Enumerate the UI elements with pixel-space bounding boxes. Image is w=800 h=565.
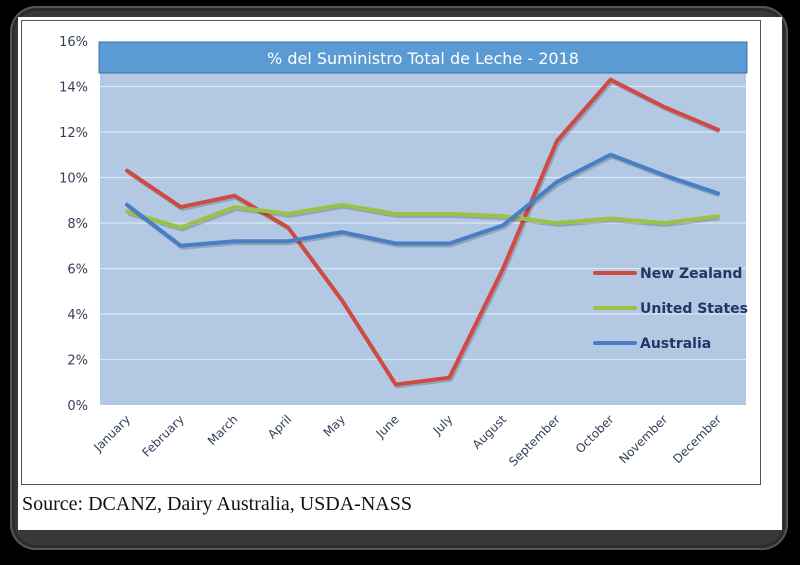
- source-caption: Source: DCANZ, Dairy Australia, USDA-NAS…: [22, 493, 412, 515]
- gridlines: [100, 85, 746, 361]
- legend-label: New Zealand: [640, 266, 742, 282]
- chart-title-banner: [98, 41, 748, 74]
- series-line-united-states: [125, 202, 720, 230]
- y-tick-label: 4%: [67, 308, 88, 323]
- y-tick-label: 0%: [67, 399, 88, 414]
- x-tick-label: January: [90, 412, 133, 455]
- y-tick-label: 8%: [67, 217, 88, 232]
- x-tick-label: April: [265, 412, 294, 441]
- legend-label: Australia: [640, 336, 711, 352]
- x-tick-label: September: [506, 412, 563, 469]
- x-tick-label: December: [670, 412, 724, 466]
- x-tick-label: May: [321, 412, 348, 439]
- series-line-new-zealand: [125, 77, 720, 387]
- series-lines: [125, 77, 721, 389]
- legend-label: United States: [640, 301, 748, 317]
- series-line-australia: [125, 152, 720, 248]
- y-tick-label: 2%: [67, 354, 88, 369]
- y-tick-label: 16%: [59, 35, 88, 50]
- x-tick-label: July: [430, 412, 456, 438]
- x-tick-label: February: [139, 412, 187, 460]
- plot-area: [100, 72, 746, 405]
- y-tick-label: 14%: [59, 81, 88, 96]
- x-tick-label: November: [616, 412, 670, 466]
- legend: New Zealand United States Australia: [593, 266, 748, 352]
- y-tick-label: 10%: [59, 172, 88, 187]
- x-tick-label: June: [373, 412, 402, 441]
- x-axis-ticks: January February March April May June July Augu…: [90, 412, 724, 469]
- y-tick-label: 12%: [59, 126, 88, 141]
- y-tick-label: 6%: [67, 263, 88, 278]
- y-axis-ticks: 0% 2% 4% 6% 8% 10% 12% 14% 16%: [59, 35, 88, 414]
- x-tick-label: August: [470, 412, 510, 452]
- x-tick-label: October: [573, 412, 617, 456]
- x-tick-label: March: [205, 412, 241, 448]
- chart-title: % del Suministro Total de Leche - 2018: [267, 49, 579, 68]
